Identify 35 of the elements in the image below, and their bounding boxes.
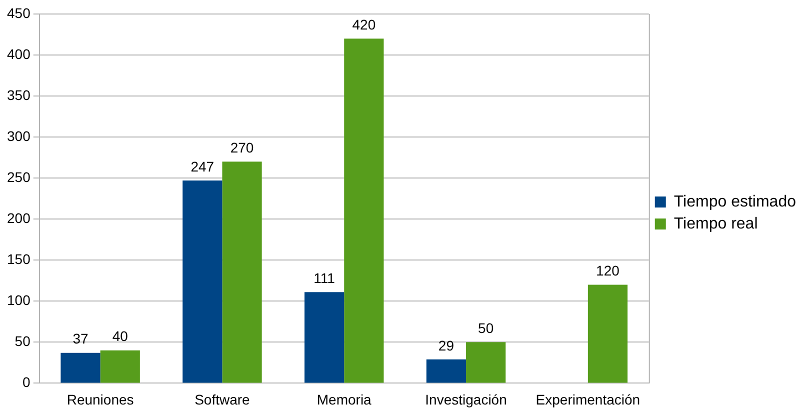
data-label: 120 — [596, 262, 620, 279]
bar — [60, 352, 100, 383]
data-label: 29 — [438, 337, 454, 354]
x-tick-label: Software — [194, 391, 250, 408]
data-label: 37 — [72, 330, 88, 347]
y-tick-label: 400 — [7, 46, 31, 62]
bar — [344, 38, 384, 383]
y-tick-label: 250 — [7, 168, 31, 185]
y-tick-label: 200 — [7, 210, 31, 226]
bar — [588, 284, 628, 383]
y-tick-label: 150 — [7, 250, 31, 267]
y-tick-label: 450 — [7, 4, 31, 21]
y-tick-label: 300 — [7, 128, 31, 144]
data-label: 247 — [190, 158, 214, 174]
y-tick-label: 350 — [7, 86, 31, 103]
bar — [466, 342, 506, 383]
bar — [426, 359, 466, 383]
bar — [222, 162, 262, 383]
bar — [182, 180, 222, 383]
y-tick-label: 100 — [7, 292, 31, 308]
data-label: 270 — [230, 140, 254, 156]
x-tick-label: Experimentación — [536, 391, 640, 408]
x-tick-label: Reuniones — [66, 391, 134, 408]
data-label: 50 — [478, 320, 494, 336]
y-tick-label: 0 — [22, 374, 31, 390]
data-label: 40 — [112, 328, 128, 344]
y-tick-label: 50 — [14, 333, 31, 350]
x-tick-label: Memoria — [316, 391, 372, 408]
legend-label: Tiempo estimado — [674, 193, 796, 210]
data-label: 111 — [314, 270, 336, 286]
data-label: 420 — [352, 16, 376, 32]
legend-label: Tiempo real — [674, 215, 758, 232]
bar — [100, 350, 140, 383]
bar — [304, 292, 344, 383]
x-tick-label: Investigación — [425, 391, 507, 408]
